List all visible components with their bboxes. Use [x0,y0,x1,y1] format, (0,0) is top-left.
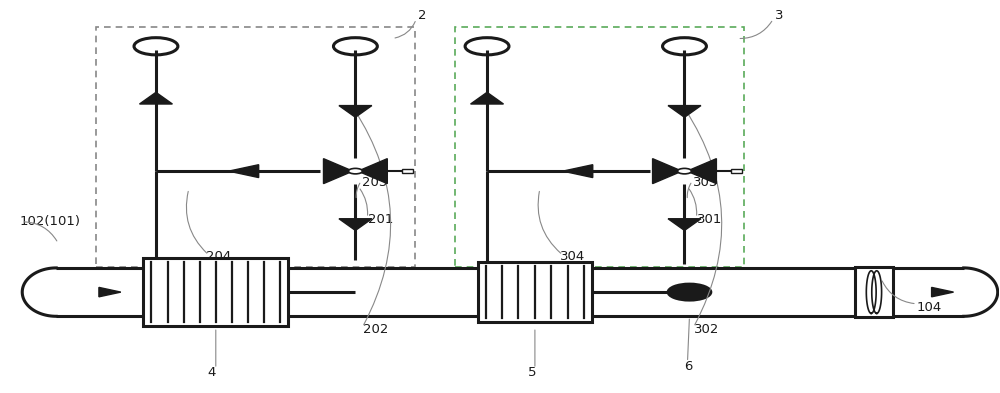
Polygon shape [339,106,372,117]
Text: 102(101): 102(101) [19,215,80,228]
Text: 204: 204 [206,250,231,263]
Polygon shape [99,287,121,297]
Text: 5: 5 [528,366,536,379]
Text: 302: 302 [694,323,720,336]
Polygon shape [932,287,954,297]
Polygon shape [323,159,353,184]
Polygon shape [229,165,259,178]
Polygon shape [140,92,172,104]
Polygon shape [668,219,701,230]
Circle shape [668,283,711,301]
Text: 104: 104 [917,301,942,314]
Text: 6: 6 [684,360,693,373]
Text: 3: 3 [775,9,784,22]
Circle shape [348,168,362,174]
Bar [402,169,413,173]
Text: 2: 2 [418,9,427,22]
Polygon shape [339,219,372,230]
Polygon shape [866,271,876,313]
Circle shape [677,168,692,174]
Polygon shape [872,271,882,313]
Polygon shape [358,159,387,184]
Bar [96,27,415,267]
Text: 4: 4 [208,366,216,379]
Text: 201: 201 [368,213,394,226]
Text: 202: 202 [363,323,389,336]
Polygon shape [687,159,716,184]
Text: 203: 203 [362,176,388,189]
Bar [455,27,744,267]
Bar [855,267,893,318]
Polygon shape [668,106,701,117]
Polygon shape [563,165,593,178]
Text: 301: 301 [697,213,723,226]
Bar [731,169,742,173]
Polygon shape [653,159,682,184]
Text: 304: 304 [560,250,585,263]
Text: 303: 303 [693,176,719,189]
Polygon shape [471,92,503,104]
Bar [478,262,592,322]
Bar [143,258,288,326]
